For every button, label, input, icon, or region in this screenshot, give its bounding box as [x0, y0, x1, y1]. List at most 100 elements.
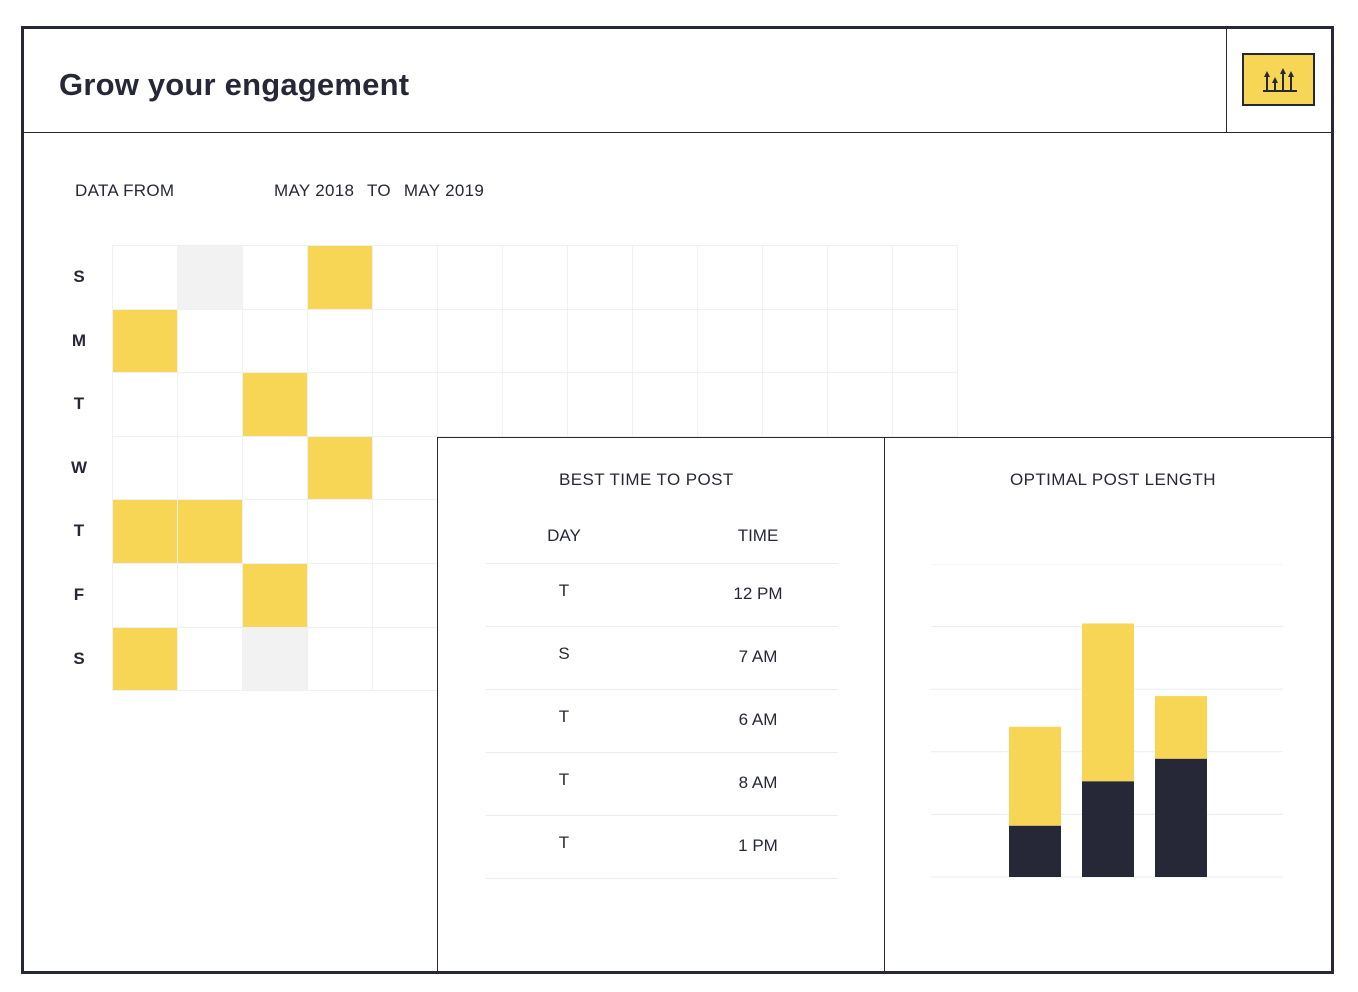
- heatmap-cell: [178, 246, 243, 310]
- heatmap-cell: [113, 627, 178, 692]
- heatmap-cell: [113, 500, 178, 564]
- column-header-time: TIME: [737, 526, 779, 545]
- optimal-length-panel: OPTIMAL POST LENGTH: [884, 437, 1331, 971]
- heatmap-day-label: M: [71, 330, 87, 350]
- heatmap-cell: [178, 373, 243, 437]
- heatmap-cell: [178, 309, 243, 374]
- optimal-length-title: OPTIMAL POST LENGTH: [1010, 470, 1216, 489]
- heatmap-cell: [438, 246, 503, 310]
- heatmap-cell: [178, 436, 243, 501]
- heatmap-cell: [633, 309, 698, 374]
- heatmap-day-label: T: [73, 521, 85, 541]
- heatmap-cell: [178, 627, 243, 692]
- best-time-day: T: [558, 770, 570, 789]
- heatmap-cell: [763, 309, 828, 374]
- analytics-button[interactable]: [1242, 53, 1315, 106]
- heatmap-cell: [568, 309, 633, 374]
- best-time-day: T: [558, 581, 570, 600]
- heatmap-cell: [373, 246, 438, 310]
- heatmap-cell: [373, 627, 438, 692]
- chart-bar-segment: [1155, 696, 1207, 759]
- date-range-to: MAY 2019: [403, 181, 485, 200]
- heatmap-cell: [373, 309, 438, 374]
- heatmap-cell: [568, 246, 633, 310]
- heatmap-day-label: T: [73, 394, 85, 414]
- heatmap-cell: [893, 246, 958, 310]
- heatmap-cell: [373, 500, 438, 564]
- chart-bar-segment: [1155, 758, 1207, 877]
- heatmap-cell: [243, 500, 308, 564]
- heatmap-cell: [828, 246, 893, 310]
- heatmap-cell: [243, 563, 308, 628]
- best-time-panel: BEST TIME TO POST DAY TIME T 12 PM S 7 AM T 6…: [437, 437, 884, 971]
- bar-arrows-up-icon: [1263, 68, 1297, 92]
- date-range-from: MAY 2018: [274, 181, 355, 200]
- best-time-day: T: [558, 833, 570, 852]
- heatmap-cell: [308, 563, 373, 628]
- heatmap-cell: [763, 373, 828, 437]
- heatmap-cell: [178, 563, 243, 628]
- heatmap-cell: [828, 373, 893, 437]
- heatmap-cell: [698, 373, 763, 437]
- best-time-title: BEST TIME TO POST: [559, 470, 734, 489]
- chart-bar-segment: [1009, 825, 1061, 877]
- page-title: Grow your engagement: [59, 67, 410, 102]
- table-row: T 12 PM: [486, 564, 838, 627]
- heatmap-day-label: S: [73, 267, 85, 286]
- heatmap-cell: [503, 246, 568, 310]
- date-range-label: DATA FROM: [75, 181, 175, 200]
- heatmap-cell: [308, 309, 373, 374]
- heatmap-cell: [178, 500, 243, 564]
- heatmap-day-label: W: [70, 457, 88, 477]
- heatmap-cell: [113, 309, 178, 374]
- best-time-value: 7 AM: [738, 647, 778, 666]
- heatmap-cell: [698, 246, 763, 310]
- optimal-length-chart: [931, 564, 1283, 878]
- heatmap-cell: [633, 246, 698, 310]
- heatmap-cell: [243, 373, 308, 437]
- chart-bar-segment: [1009, 726, 1061, 826]
- heatmap-day-label: S: [73, 648, 85, 668]
- table-row: T 8 AM: [486, 753, 838, 816]
- table-row: S 7 AM: [486, 627, 838, 690]
- heatmap-cell: [568, 373, 633, 437]
- table-row: T 6 AM: [486, 690, 838, 753]
- best-time-value: 6 AM: [738, 710, 778, 729]
- best-time-value: 8 AM: [738, 773, 778, 792]
- heatmap-cell: [373, 436, 438, 501]
- chart-bar-segment: [1082, 623, 1134, 782]
- best-time-day: S: [558, 644, 570, 663]
- heatmap-cell: [308, 373, 373, 437]
- best-time-value: 12 PM: [733, 584, 783, 603]
- date-range: MAY 2018 TO MAY 2019: [274, 181, 492, 201]
- card-header: Grow your engagement: [24, 29, 1331, 133]
- heatmap-cell: [893, 373, 958, 437]
- heatmap-cell: [828, 309, 893, 374]
- heatmap-cell: [243, 309, 308, 374]
- heatmap-cell: [308, 246, 373, 310]
- table-row: T 1 PM: [486, 816, 838, 879]
- heatmap-cell: [308, 627, 373, 692]
- heatmap-cell: [698, 309, 763, 374]
- heatmap-cell: [243, 246, 308, 310]
- heatmap-cell: [373, 373, 438, 437]
- date-range-to-word: TO: [366, 181, 391, 200]
- table-header-row: DAY TIME: [486, 510, 838, 564]
- heatmap-cell: [308, 436, 373, 501]
- heatmap-cell: [633, 373, 698, 437]
- heatmap-cell: [113, 246, 178, 310]
- header-icon-cell: [1226, 29, 1331, 132]
- engagement-heatmap: [112, 245, 958, 692]
- heatmap-cell: [243, 627, 308, 692]
- chart-bar-segment: [1082, 781, 1134, 877]
- best-time-table: DAY TIME T 12 PM S 7 AM T 6 AM T 8 AM T 1 PM: [486, 510, 838, 879]
- best-time-value: 1 PM: [738, 836, 778, 855]
- heatmap-cell: [763, 246, 828, 310]
- heatmap-cell: [438, 373, 503, 437]
- heatmap-cell: [438, 309, 503, 374]
- heatmap-cell: [243, 436, 308, 501]
- heatmap-cell: [113, 373, 178, 437]
- heatmap-cell: [113, 563, 178, 628]
- best-time-day: T: [558, 707, 570, 726]
- heatmap-cell: [373, 563, 438, 628]
